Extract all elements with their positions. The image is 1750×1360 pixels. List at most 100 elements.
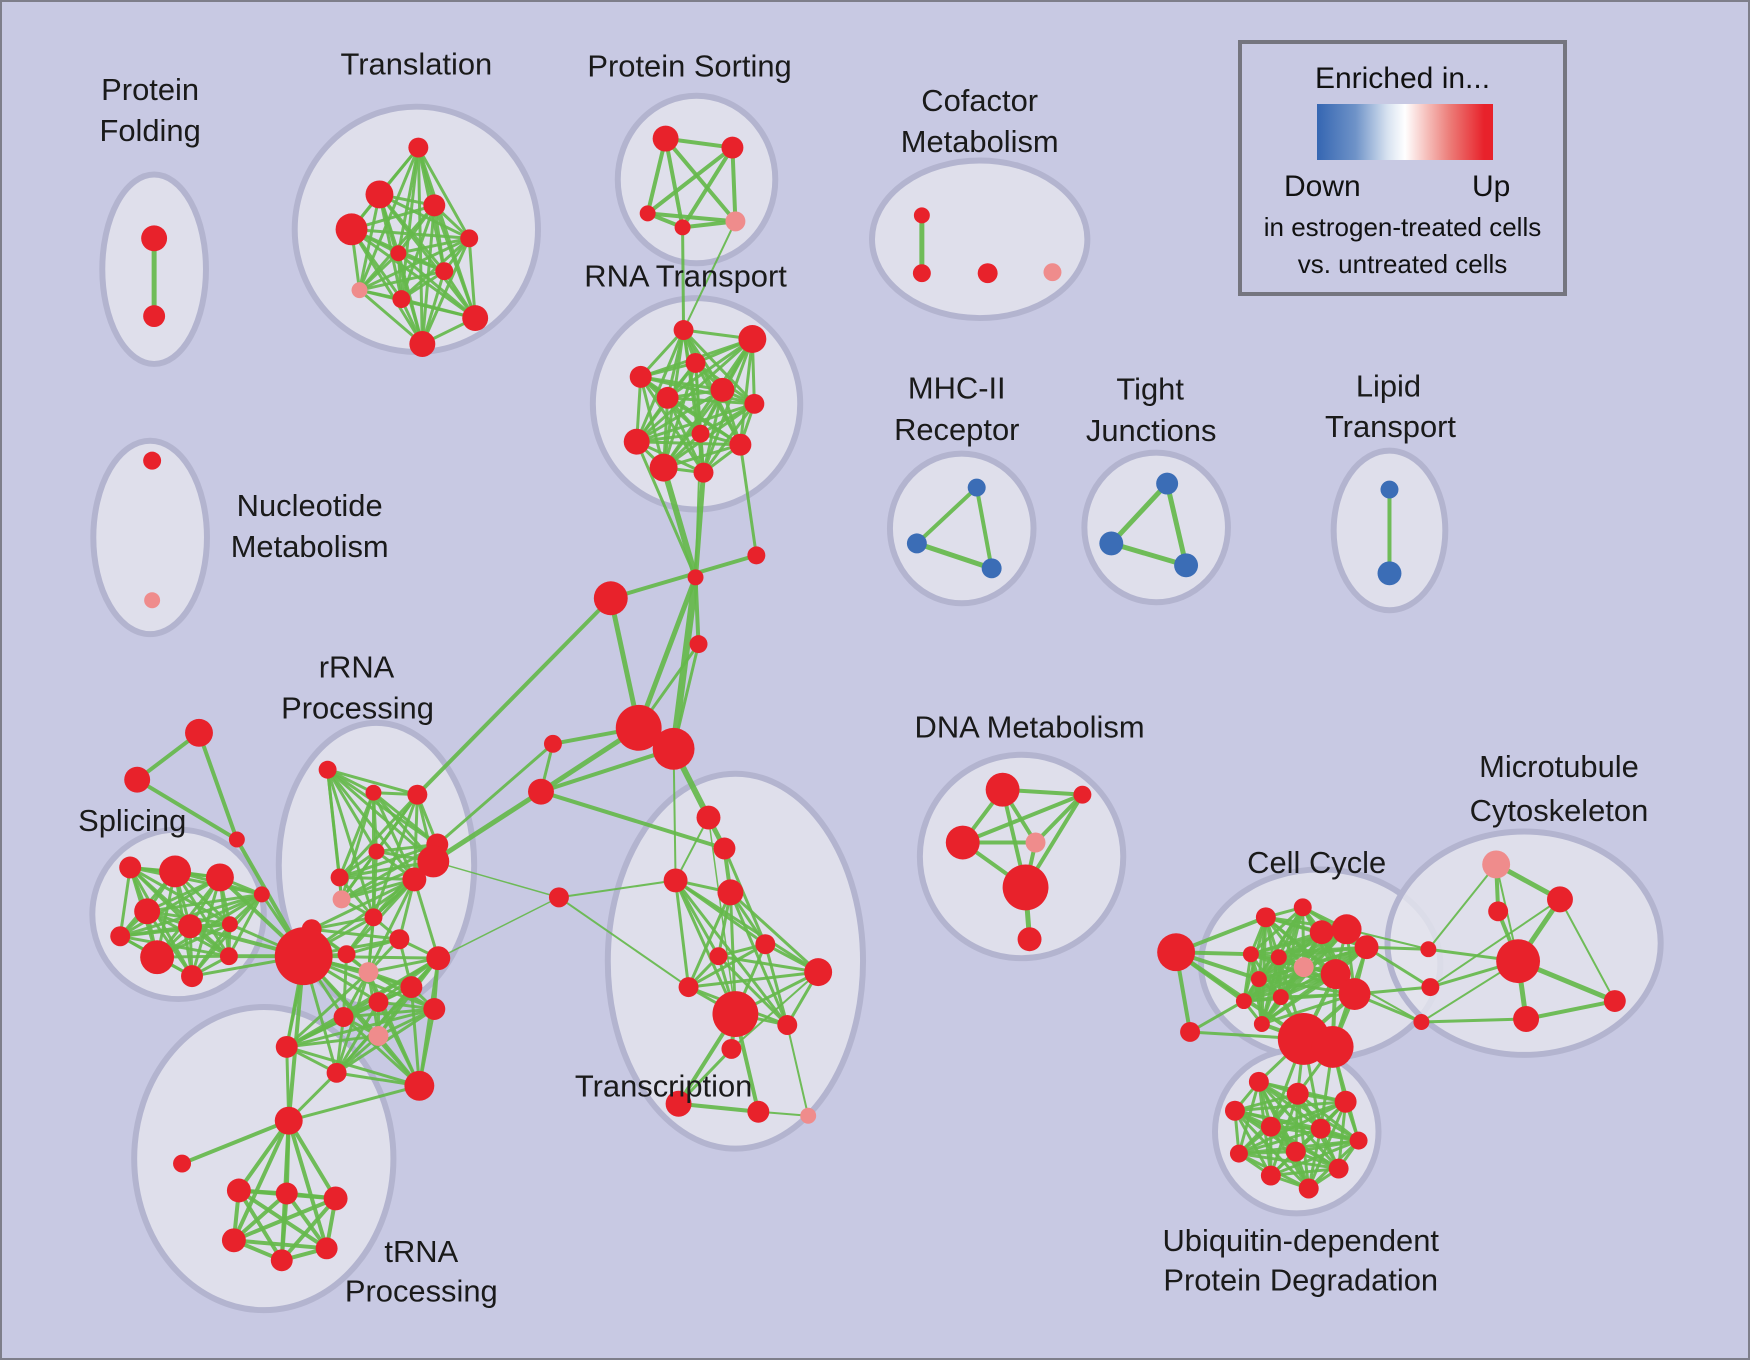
gene-set-node-rr6 — [368, 843, 385, 860]
gene-set-node-c5 — [543, 734, 562, 753]
cluster-label-protein-sorting-line1: Protein Sorting — [587, 48, 791, 83]
edge-r1-r8 — [635, 328, 686, 444]
gene-set-node-tx8 — [709, 947, 728, 966]
edge-r7-r12 — [702, 402, 756, 475]
edge-cc2-cc16 — [1188, 999, 1246, 1034]
edge-u7-u9 — [1294, 1139, 1361, 1154]
edge-sp14-sp15 — [118, 934, 231, 958]
cluster-label-trna-processing-line2: Processing — [345, 1274, 498, 1309]
edge-th3-th5 — [279, 1196, 338, 1263]
edge-tx12-tx16 — [786, 1023, 810, 1117]
edge-trh-th3 — [286, 1118, 338, 1201]
gene-set-node-t9 — [392, 290, 411, 309]
gene-set-node-c3 — [593, 581, 628, 616]
nodes-layer — [110, 125, 1626, 1272]
gene-set-node-cc14 — [1253, 1016, 1270, 1032]
gene-set-node-cc19 — [1311, 1025, 1354, 1068]
gene-set-node-sp5 — [159, 855, 192, 888]
gene-set-node-tx7 — [755, 934, 776, 955]
gene-set-node-h1 — [615, 704, 662, 751]
edge-c5-rr4 — [435, 742, 555, 847]
gene-set-node-u9 — [1285, 1141, 1306, 1162]
gene-set-node-u4 — [1224, 1100, 1245, 1121]
edge-r9-c1 — [694, 432, 702, 579]
gene-set-node-c1 — [687, 569, 704, 586]
edge-sp10-sp15 — [118, 922, 232, 938]
gene-set-node-lt1 — [1380, 480, 1399, 499]
edge-ps2-ps3 — [645, 145, 735, 216]
gene-set-node-cc12 — [1250, 971, 1267, 988]
gene-set-node-tx16 — [800, 1107, 817, 1124]
edge-rr1-rr6 — [326, 768, 378, 853]
edge-tj2-tj3 — [1108, 540, 1189, 568]
edge-u10-u11 — [1269, 1167, 1341, 1178]
edge-t8-t11 — [358, 288, 424, 346]
cluster-ellipse-mhc-ii-receptor — [886, 450, 1037, 607]
gene-set-node-mt8 — [1513, 1006, 1540, 1032]
cluster-label-microtubule-cytoskeleton-line2: Cytoskeleton — [1470, 793, 1649, 828]
cluster-label-lipid-transport-line1: Lipid — [1356, 368, 1421, 403]
edge-t5-t6 — [396, 236, 471, 255]
gene-set-node-t1 — [408, 137, 429, 158]
edge-tx6-tx10 — [728, 890, 820, 974]
gene-set-node-d3 — [945, 825, 980, 860]
cluster-label-transcription-line1: Transcription — [575, 1068, 752, 1103]
gene-set-node-mt1 — [1482, 850, 1511, 879]
edge-ps4-r1 — [681, 225, 686, 332]
cluster-ellipse-nucleotide-metabolism — [90, 437, 210, 638]
edge-sp7-sp11 — [128, 865, 264, 896]
gene-set-node-nu1 — [143, 451, 162, 470]
gene-set-node-tx15 — [747, 1100, 770, 1123]
cluster-label-cofactor-metabolism-line2: Metabolism — [901, 124, 1059, 159]
gene-set-node-cc8 — [1242, 946, 1259, 963]
edge-rr15-rr9 — [366, 877, 416, 974]
edge-t5-t8 — [358, 236, 471, 292]
cluster-label-splicing-line1: Splicing — [78, 803, 186, 838]
edge-sp9-sp11 — [188, 892, 264, 928]
gene-set-node-u10 — [1260, 1165, 1281, 1186]
edge-r2-r10 — [738, 337, 754, 447]
edge-ps1-ps4 — [663, 136, 685, 230]
gene-set-node-cc10 — [1293, 957, 1314, 978]
gene-set-node-tx4 — [713, 837, 736, 860]
gene-set-node-d2 — [1073, 785, 1092, 804]
gene-set-node-r7 — [744, 393, 765, 414]
edge-r7-r8 — [635, 402, 756, 444]
edge-m2-m3 — [914, 540, 995, 571]
edge-r4-r12 — [639, 375, 706, 475]
edge-r5-r7 — [666, 396, 756, 406]
gene-set-node-r3 — [685, 352, 706, 373]
gene-set-node-t2 — [365, 180, 394, 209]
cluster-labels-layer: Protein Folding Translation Protein Sorting… — [78, 46, 1648, 1308]
gene-set-node-mt6 — [1421, 978, 1440, 997]
gene-set-node-ps5 — [725, 211, 746, 232]
edge-tx8-tx12 — [716, 954, 789, 1027]
gene-set-node-th2 — [275, 1182, 298, 1205]
cluster-label-cell-cycle-line1: Cell Cycle — [1247, 845, 1386, 880]
gene-set-node-cc6 — [1331, 914, 1362, 945]
gene-set-node-d6 — [1017, 927, 1042, 952]
gene-set-node-t8 — [351, 282, 368, 299]
gene-set-node-ps3 — [639, 205, 656, 222]
edge-th1-th5 — [236, 1188, 284, 1263]
gene-set-node-tr0 — [173, 1154, 192, 1173]
gene-set-node-rr5 — [417, 845, 450, 878]
gene-set-node-sp14 — [219, 947, 238, 966]
gene-set-node-cc9 — [1270, 949, 1287, 966]
edge-th2-th6 — [284, 1191, 329, 1251]
cluster-label-rna-transport-line1: RNA Transport — [584, 259, 787, 294]
gene-set-node-mt9 — [1603, 990, 1626, 1013]
edge-tx7-tx12 — [763, 942, 789, 1027]
edge-tx8-tx10 — [716, 954, 820, 974]
edge-u8-u11 — [1237, 1152, 1341, 1171]
cluster-label-mhc-ii-receptor-line2: Receptor — [894, 412, 1019, 447]
edge-d2-d4 — [1033, 792, 1085, 845]
edge-rr6-rr8 — [340, 849, 378, 901]
gene-set-node-sp7 — [119, 856, 142, 879]
edge-sp7-sp15 — [118, 865, 132, 938]
edge-m1-m3 — [974, 485, 994, 571]
gene-set-node-r4 — [629, 365, 652, 388]
gene-set-node-th5 — [270, 1249, 293, 1272]
edge-t7-t8 — [358, 269, 446, 292]
gene-set-node-rr22 — [275, 1035, 298, 1058]
